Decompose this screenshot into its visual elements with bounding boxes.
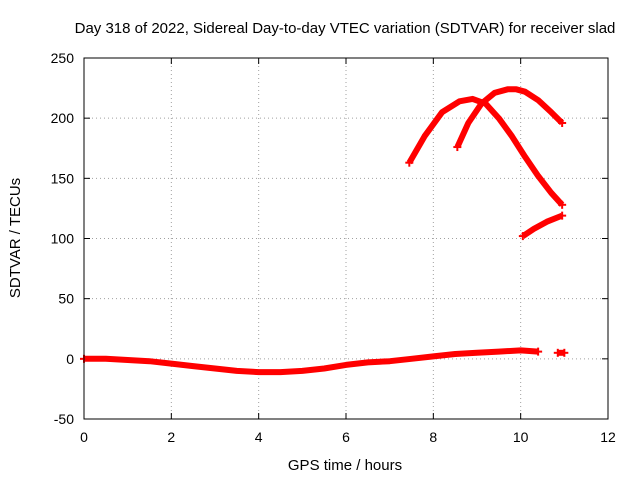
x-tick-label: 4 <box>255 429 263 445</box>
y-tick-label: 50 <box>58 291 74 307</box>
plot-frame <box>83 57 609 420</box>
grid <box>84 58 608 419</box>
chart-title: Day 318 of 2022, Sidereal Day-to-day VTE… <box>75 20 616 37</box>
x-axis-label: GPS time / hours <box>288 457 402 474</box>
series-line-2 <box>406 95 565 207</box>
x-tick-label: 2 <box>167 429 175 445</box>
y-tick-label: 150 <box>51 170 75 186</box>
x-tick-label: 12 <box>600 429 616 445</box>
series-line-3 <box>454 86 565 149</box>
x-tick-label: 6 <box>342 429 350 445</box>
y-axis-label: SDTVAR / TECUs <box>7 178 24 298</box>
y-tick-label: 200 <box>51 110 75 126</box>
x-tick-label: 10 <box>513 429 529 445</box>
y-tick-label: 100 <box>51 231 75 247</box>
series-line-4 <box>521 212 564 239</box>
y-tick-label: 250 <box>51 50 75 66</box>
axis-ticks: 0 2 4 6 8 10 12 -50 0 50 100 150 200 250 <box>51 50 616 445</box>
series-line-0 <box>84 347 539 376</box>
x-tick-label: 0 <box>80 429 88 445</box>
y-tick-label: 0 <box>66 351 74 367</box>
y-tick-label: -50 <box>54 411 74 427</box>
data-series <box>80 86 569 376</box>
x-tick-label: 8 <box>429 429 437 445</box>
